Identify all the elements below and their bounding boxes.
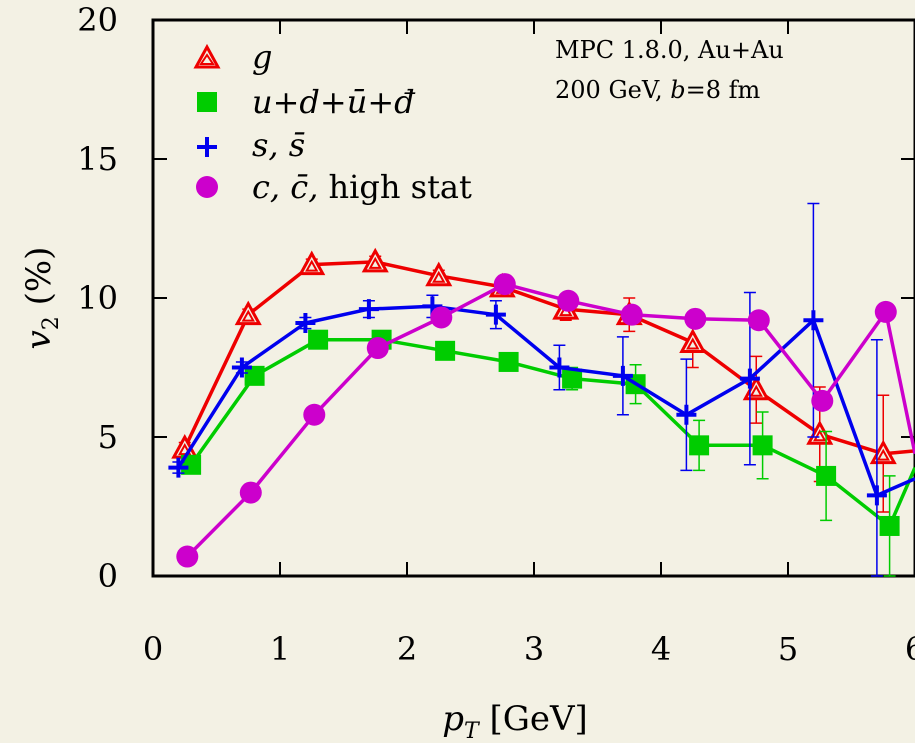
data-point: [239, 481, 262, 504]
series-layer: [168, 202, 915, 577]
data-point: [747, 309, 770, 332]
series-2: [168, 202, 915, 577]
series-0: [171, 247, 915, 513]
legend-marker-triangle-inner-icon: [199, 53, 215, 65]
data-point: [168, 457, 189, 478]
x-tick-label: 6: [905, 630, 915, 668]
x-tick-label: 5: [778, 630, 798, 668]
axis-tick-labels: 0 1 2 3 4 5 6 0 5 10 15 20: [77, 1, 915, 668]
y-tick-label: 20: [77, 1, 118, 39]
y-tick-label: 5: [98, 418, 118, 456]
legend-item-g: g: [193, 38, 272, 76]
x-tick-label: 0: [143, 630, 163, 668]
x-tick-label: 2: [397, 630, 417, 668]
run-annotation: MPC 1.8.0, Au+Au 200 GeV, b=8 fm: [555, 36, 784, 104]
data-point-inner: [432, 270, 446, 283]
annotation-line-2: 200 GeV, b=8 fm: [555, 76, 760, 104]
legend-item-strange: s, s̄: [197, 126, 305, 164]
data-point: [803, 310, 824, 331]
error-bar: [870, 338, 883, 577]
data-point: [620, 303, 643, 326]
legend-marker-triangle-icon: [193, 43, 221, 69]
data-point: [244, 365, 265, 386]
legend-label-light-quarks: u+d+ū+đ: [252, 83, 416, 121]
legend-marker-plus-icon: [197, 137, 217, 157]
data-point: [612, 365, 633, 386]
data-point-inner: [813, 429, 827, 442]
data-point-inner: [178, 443, 192, 456]
annotation-line-1: MPC 1.8.0, Au+Au: [555, 36, 784, 64]
series-3: [176, 273, 915, 568]
data-point: [435, 340, 456, 361]
legend-item-charm: c, c̄, high stat: [196, 168, 472, 206]
legend-marker-square-icon: [197, 92, 217, 112]
data-point-inner: [686, 337, 700, 350]
x-tick-label: 4: [651, 630, 671, 668]
x-axis-title: pT [GeV]: [442, 699, 588, 743]
legend-label-strange: s, s̄: [252, 126, 305, 164]
data-point: [879, 515, 900, 536]
legend-label-g: g: [252, 38, 272, 76]
data-point: [676, 404, 697, 425]
data-point: [295, 313, 316, 334]
data-point: [549, 357, 570, 378]
data-point-inner: [241, 309, 255, 322]
data-point: [816, 465, 837, 486]
data-point: [181, 454, 202, 475]
data-point: [176, 545, 199, 568]
data-point: [739, 368, 760, 389]
data-point-inner: [305, 259, 319, 272]
data-point-inner: [749, 384, 763, 397]
data-point: [430, 306, 453, 329]
data-point: [689, 435, 710, 456]
series-1: [181, 329, 915, 577]
y-axis-title: v2 (%): [19, 247, 64, 350]
data-point-inner: [876, 448, 890, 461]
data-point: [562, 368, 583, 389]
data-point: [358, 299, 379, 320]
y-tick-label: 10: [77, 279, 118, 317]
y-tick-label: 0: [98, 557, 118, 595]
legend-item-light-quarks: u+d+ū+đ: [197, 83, 416, 121]
data-point: [493, 273, 516, 296]
data-point: [308, 329, 329, 350]
axis-ticks: [152, 19, 915, 577]
data-point: [485, 304, 506, 325]
data-point: [303, 403, 326, 426]
data-point: [874, 300, 897, 323]
data-point: [866, 485, 887, 506]
data-point: [684, 307, 707, 330]
data-point: [231, 357, 252, 378]
legend-label-charm: c, c̄, high stat: [252, 168, 472, 206]
data-point: [811, 389, 834, 412]
legend-marker-circle-icon: [196, 176, 218, 198]
x-tick-label: 3: [524, 630, 544, 668]
legend: g u+d+ū+đ s, s̄ c, c̄, high stat: [193, 38, 472, 206]
data-point-inner: [368, 256, 382, 269]
y-tick-label: 15: [77, 140, 118, 178]
data-point: [366, 337, 389, 360]
data-point: [752, 435, 773, 456]
data-point: [557, 289, 580, 312]
x-tick-label: 1: [270, 630, 290, 668]
data-point: [498, 351, 519, 372]
